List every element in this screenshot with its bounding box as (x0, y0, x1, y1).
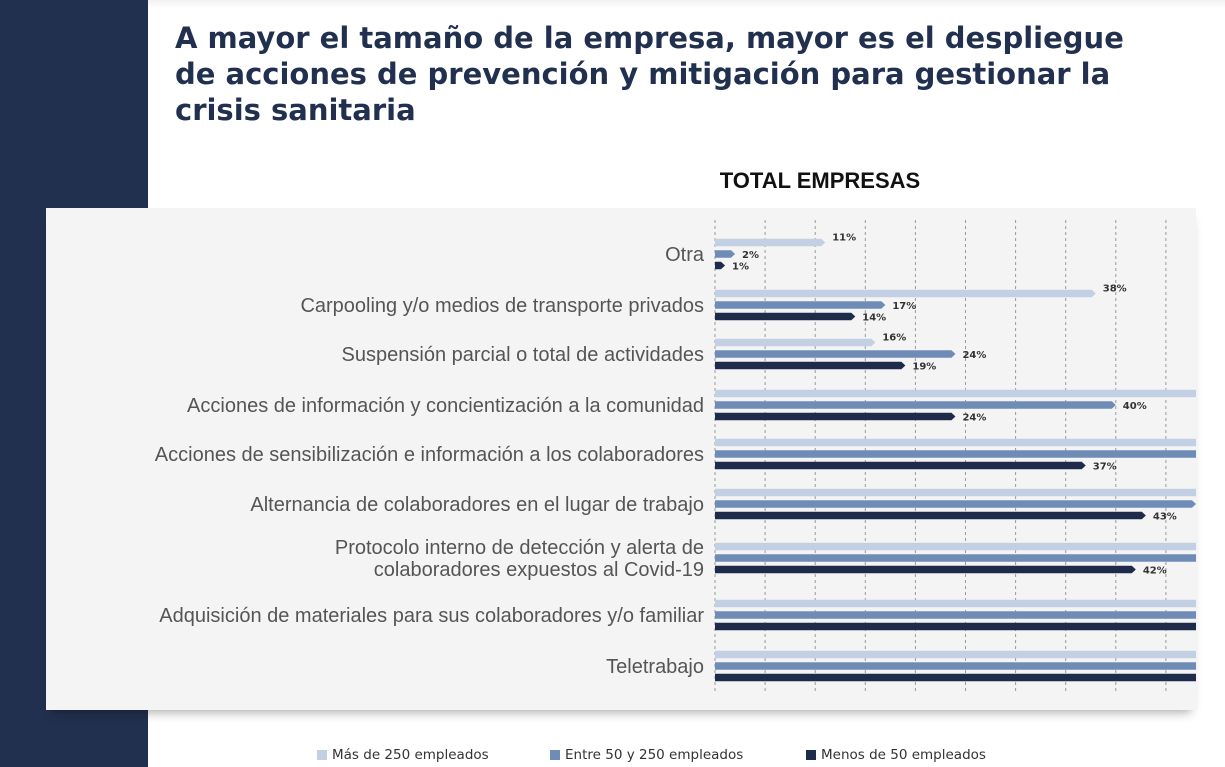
category-label: Suspensión parcial o total de actividade… (342, 344, 704, 366)
bar (715, 250, 736, 258)
chart-panel: Otra Carpooling y/o medios de transporte … (46, 208, 1196, 710)
bar (715, 301, 886, 309)
bar (715, 662, 1196, 670)
legend-swatch (317, 750, 327, 760)
bar (715, 350, 956, 358)
chart-legend: Más de 250 empleados Entre 50 y 250 emple… (0, 745, 1225, 765)
bar (715, 261, 726, 270)
category-label: Carpooling y/o medios de transporte priv… (300, 295, 704, 317)
data-label: 16% (882, 333, 906, 344)
category-label: Acciones de información y concientizació… (187, 395, 704, 417)
category-label: Teletrabajo (606, 656, 704, 678)
category-label: colaboradores expuestos al Covid-19 (374, 559, 704, 581)
bar (715, 542, 1196, 551)
bar (715, 338, 876, 347)
bar (715, 565, 1136, 574)
bar (715, 611, 1196, 619)
bar (715, 554, 1196, 562)
category-label: Acciones de sensibilización e informació… (155, 444, 704, 466)
data-label: 14% (862, 313, 886, 324)
legend-label: Más de 250 empleados (332, 747, 489, 763)
legend-label: Menos de 50 empleados (821, 747, 986, 763)
legend-entry: Menos de 50 empleados (806, 745, 986, 765)
bar (715, 238, 826, 247)
bar (715, 312, 856, 321)
legend-label: Entre 50 y 250 empleados (565, 747, 744, 763)
top-shade (148, 0, 1225, 8)
bar (715, 401, 1116, 409)
category-label: Otra (665, 244, 705, 266)
data-label: 38% (1103, 284, 1127, 295)
data-label: 43% (1153, 512, 1177, 523)
bar (715, 289, 1096, 298)
category-label: Adquisición de materiales para sus colab… (159, 605, 704, 627)
data-label: 40% (1123, 401, 1147, 412)
bar (715, 488, 1196, 497)
bar (715, 650, 1196, 659)
bar (715, 361, 906, 370)
bar (715, 438, 1196, 447)
data-label: 24% (962, 350, 986, 361)
data-label: 17% (892, 301, 916, 312)
bar (715, 599, 1196, 608)
bar (715, 500, 1196, 508)
data-label: 24% (962, 413, 986, 424)
legend-swatch (806, 750, 816, 760)
chart-title: TOTAL EMPRESAS (719, 168, 921, 193)
bar-chart: Otra Carpooling y/o medios de transporte … (155, 220, 1196, 692)
data-label: 2% (742, 250, 759, 261)
bar (715, 450, 1196, 458)
data-label: 19% (912, 362, 936, 373)
data-label: 11% (832, 233, 856, 244)
bar (715, 622, 1196, 631)
data-label: 42% (1143, 566, 1167, 577)
bar (715, 461, 1086, 470)
data-label: 37% (1093, 462, 1117, 473)
legend-entry: Más de 250 empleados (317, 745, 489, 765)
bar (715, 389, 1196, 398)
bar (715, 412, 956, 421)
category-label: Protocolo interno de detección y alerta … (335, 537, 704, 559)
legend-swatch (550, 750, 560, 760)
legend-entry: Entre 50 y 250 empleados (550, 745, 743, 765)
data-label: 1% (732, 262, 749, 273)
category-label: Alternancia de colaboradores en el lugar… (250, 494, 704, 516)
bar (715, 673, 1196, 682)
bar (715, 511, 1146, 520)
page-title: A mayor el tamaño de la empresa, mayor e… (175, 21, 1124, 127)
